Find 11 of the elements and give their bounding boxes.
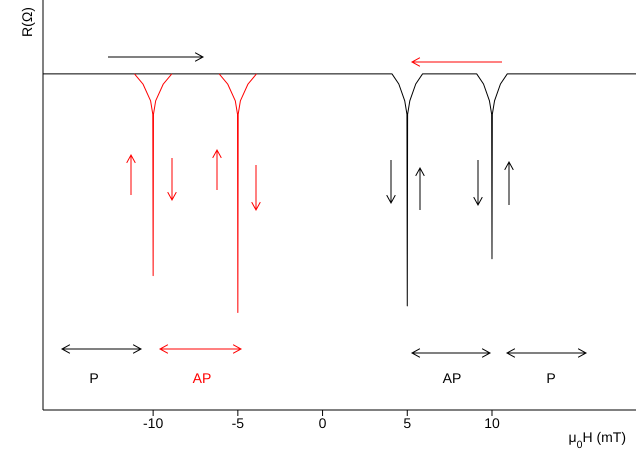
annotation: AP	[442, 370, 462, 386]
x-tick-label: -10	[143, 414, 164, 431]
x-tick-label: -5	[232, 414, 244, 431]
x-tick-label: 5	[403, 414, 412, 431]
x-tick-label: 0	[318, 414, 327, 431]
y-axis-title: R(Ω)	[19, 7, 35, 37]
x-axis-title: μ$_{0}$H (mT)	[568, 429, 626, 451]
annotation: AP	[192, 370, 212, 386]
x-tick-label: 10	[484, 414, 500, 431]
annotation: P	[89, 370, 99, 386]
annotation: P	[546, 370, 556, 386]
